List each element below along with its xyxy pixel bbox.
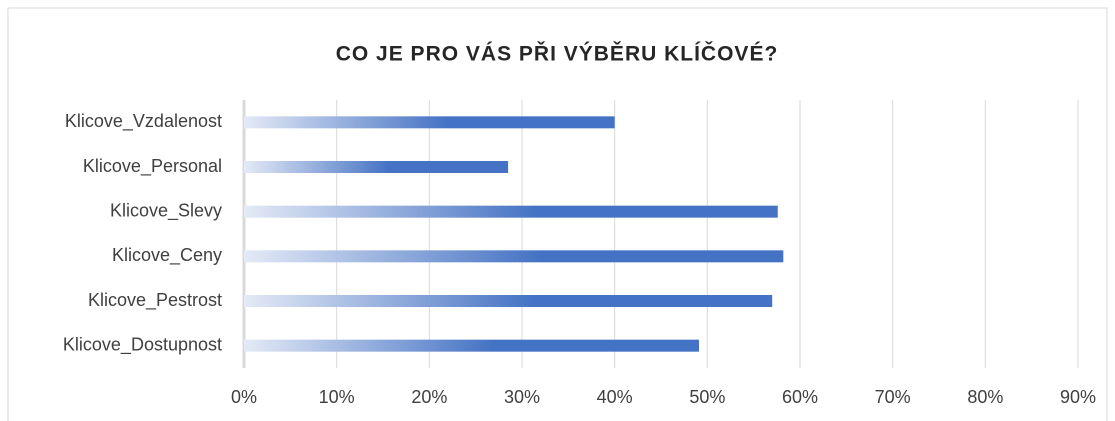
y-tick-label: Klicove_Personal <box>83 156 222 177</box>
bar <box>244 116 615 129</box>
x-tick-label: 20% <box>411 387 447 407</box>
x-tick-label: 80% <box>967 387 1003 407</box>
x-tick-label: 0% <box>231 387 257 407</box>
x-tick-label: 50% <box>689 387 725 407</box>
y-tick-label: Klicove_Dostupnost <box>63 334 222 355</box>
x-tick-label: 60% <box>782 387 818 407</box>
x-tick-label: 70% <box>875 387 911 407</box>
y-tick-label: Klicove_Slevy <box>110 200 222 221</box>
y-tick-label: Klicove_Ceny <box>112 245 222 266</box>
bar <box>244 339 699 352</box>
x-tick-label: 10% <box>319 387 355 407</box>
bar <box>244 205 778 218</box>
y-tick-label: Klicove_Vzdalenost <box>65 111 222 132</box>
x-tick-label: 40% <box>597 387 633 407</box>
x-tick-label: 30% <box>504 387 540 407</box>
chart-border <box>7 7 1108 421</box>
bar <box>244 161 509 173</box>
bar <box>244 250 784 263</box>
chart-title: CO JE PRO VÁS PŘI VÝBĚRU KLÍČOVÉ? <box>336 42 779 66</box>
x-tick-label: 90% <box>1060 387 1096 407</box>
bar <box>244 295 773 307</box>
y-tick-label: Klicove_Pestrost <box>88 290 222 311</box>
